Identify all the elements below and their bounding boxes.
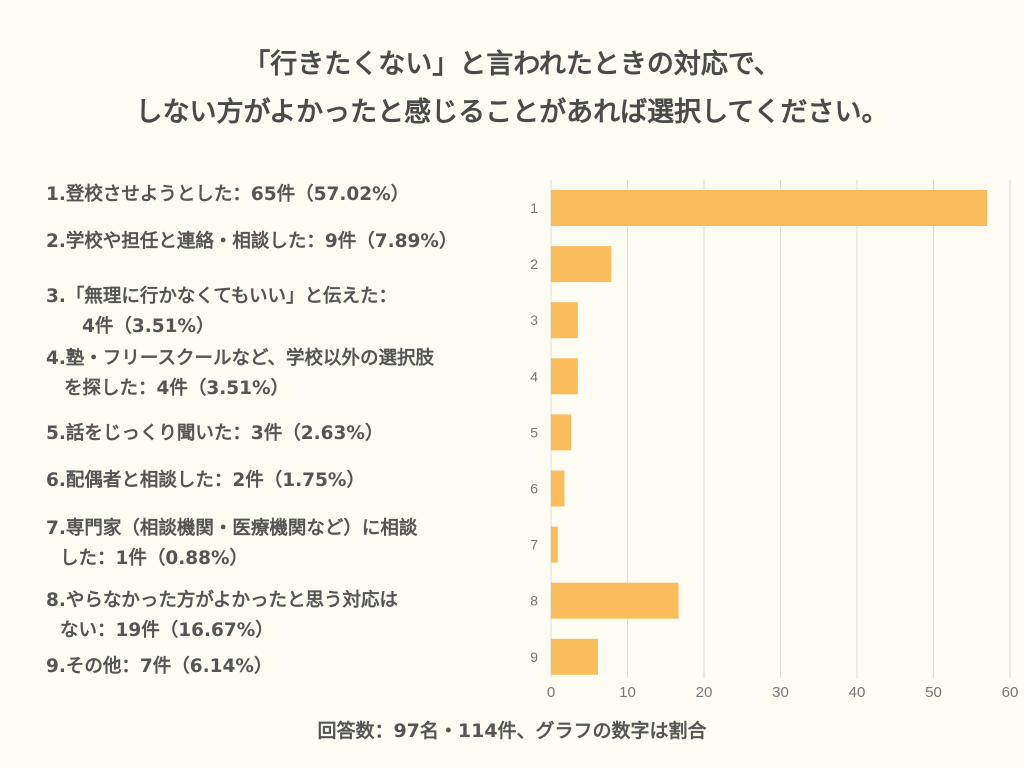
- y-category-label: 9: [530, 649, 538, 665]
- option-label-text: ない：19件（16.67%）: [60, 620, 274, 641]
- x-tick-label: 10: [619, 684, 636, 701]
- bar: [551, 190, 988, 226]
- option-label-text: 7.専門家（相談機関・医療機関など）に相談: [46, 518, 418, 539]
- chart-title-line1: 「行きたくない」と言われたときの対応で、: [243, 49, 781, 80]
- bar: [551, 358, 578, 395]
- y-category-label: 1: [530, 200, 538, 216]
- y-category-label: 7: [530, 537, 538, 553]
- x-tick-label: 20: [696, 684, 713, 701]
- x-tick-label: 0: [547, 684, 555, 701]
- chart-title-line2: しない方がよかったと感じることがあれば選択してください。: [135, 97, 889, 128]
- option-label-8: 8.やらなかった方がよかったと思う対応はない：19件（16.67%）: [46, 586, 398, 646]
- option-label-4: 4.塾・フリースクールなど、学校以外の選択肢を探した：4件（3.51%）: [46, 344, 434, 404]
- option-label-9: 9.その他：7件（6.14%）: [46, 652, 272, 682]
- bar: [551, 638, 598, 675]
- y-category-label: 2: [530, 256, 538, 272]
- y-category-label: 4: [530, 368, 538, 384]
- option-label-text: 4件（3.51%）: [82, 316, 215, 337]
- option-label-text: 4.塾・フリースクールなど、学校以外の選択肢: [46, 348, 435, 369]
- x-tick-label: 60: [1002, 684, 1019, 701]
- option-label-5: 5.話をじっくり聞いた：3件（2.63%）: [46, 419, 383, 449]
- option-label-text: 1.登校させようとした：65件（57.02%）: [46, 184, 410, 205]
- option-label-text: を探した：4件（3.51%）: [64, 378, 290, 399]
- option-label-text: 8.やらなかった方がよかったと思う対応は: [46, 590, 398, 611]
- option-label-3: 3.「無理に行かなくてもいい」と伝えた： 4件（3.51%）: [46, 282, 397, 342]
- option-label-2: 2.学校や担任と連絡・相談した：9件（7.89%）: [46, 227, 457, 257]
- option-label-7: 7.専門家（相談機関・医療機関など）に相談した：1件（0.88%）: [46, 514, 417, 574]
- option-label-text: 2.学校や担任と連絡・相談した：9件（7.89%）: [46, 231, 458, 252]
- x-tick-label: 30: [772, 684, 789, 701]
- bar: [551, 526, 558, 563]
- y-category-label: 6: [530, 481, 538, 497]
- option-label-1: 1.登校させようとした：65件（57.02%）: [46, 180, 409, 210]
- option-label-6: 6.配偶者と相談した：2件（1.75%）: [46, 466, 365, 496]
- option-label-text: した：1件（0.88%）: [60, 548, 249, 569]
- option-label-text: 5.話をじっくり聞いた：3件（2.63%）: [46, 423, 384, 444]
- x-tick-label: 40: [849, 684, 866, 701]
- option-label-text: 3.「無理に行かなくてもいい」と伝えた：: [46, 286, 398, 307]
- y-category-label: 8: [530, 593, 538, 609]
- option-label-text: 9.その他：7件（6.14%）: [46, 656, 273, 677]
- x-tick-label: 50: [925, 684, 942, 701]
- footer-note: 回答数：97名・114件、グラフの数字は割合: [317, 720, 707, 742]
- bar: [551, 414, 572, 451]
- y-category-label: 5: [530, 424, 538, 440]
- bar: [551, 246, 612, 283]
- option-label-text: 6.配偶者と相談した：2件（1.75%）: [46, 470, 365, 491]
- bar: [551, 470, 565, 507]
- bar: [551, 582, 679, 619]
- bar: [551, 302, 578, 339]
- y-category-label: 3: [530, 312, 538, 328]
